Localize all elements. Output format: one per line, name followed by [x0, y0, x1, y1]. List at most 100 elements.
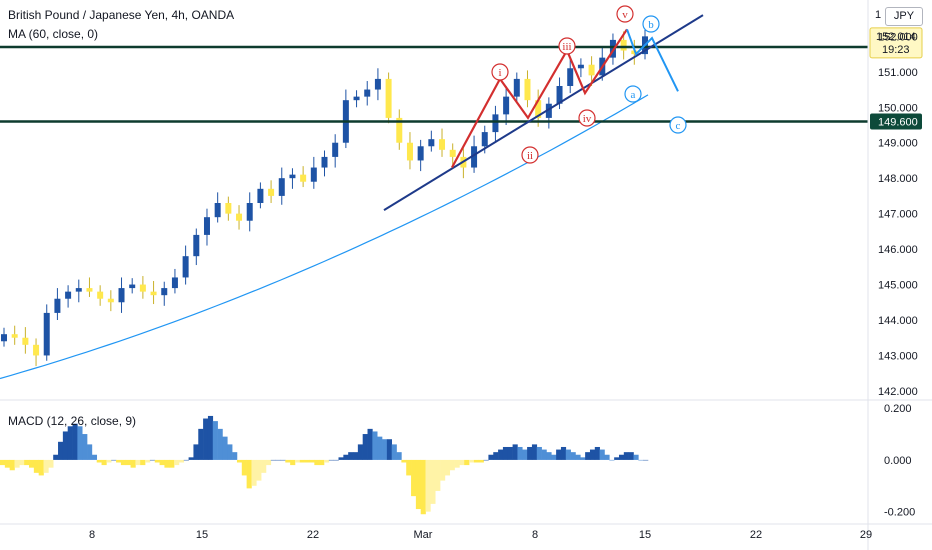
- macd-bar: [212, 421, 218, 460]
- macd-bar: [294, 459, 301, 463]
- candle-body: [22, 337, 29, 345]
- price-tick-label: 151.000: [878, 67, 918, 79]
- macd-bar: [319, 459, 325, 466]
- macd-bar: [589, 449, 596, 460]
- macd-bar: [430, 459, 436, 504]
- candle-body: [43, 312, 50, 356]
- macd-bar: [435, 459, 441, 491]
- macd-bar: [251, 459, 257, 486]
- macd-bar: [614, 457, 620, 460]
- macd-bar: [111, 459, 117, 461]
- candle-body: [385, 78, 392, 118]
- macd-bar: [145, 459, 151, 463]
- time-tick-label: 15: [639, 529, 651, 541]
- wave-label-circle: [669, 116, 687, 134]
- price-tick-label: 147.000: [878, 209, 918, 221]
- macd-bar: [261, 459, 267, 473]
- macd-bar: [401, 459, 407, 463]
- candle-body: [225, 203, 232, 214]
- ma-legend[interactable]: MA (60, close, 0): [8, 27, 99, 41]
- ma-line: [0, 94, 649, 380]
- macd-bar: [382, 439, 388, 460]
- macd-bar: [594, 446, 600, 460]
- macd-bar: [270, 459, 276, 461]
- macd-bar: [541, 449, 547, 460]
- wave-label-circle: [521, 146, 539, 164]
- macd-bar: [178, 459, 185, 463]
- macd-bar: [444, 459, 451, 476]
- macd-bar: [338, 457, 344, 460]
- candle-body: [332, 142, 339, 157]
- wave-label: c: [676, 120, 681, 132]
- macd-bar: [623, 452, 629, 460]
- candle-body: [620, 39, 627, 51]
- price-tick-label: 148.000: [878, 173, 918, 185]
- macd-bar: [324, 459, 330, 463]
- macd-bar: [203, 418, 209, 460]
- macd-bar: [512, 444, 518, 460]
- wave-label: a: [631, 89, 636, 101]
- macd-bar: [556, 449, 562, 460]
- macd-bar: [87, 444, 93, 460]
- macd-bar: [372, 431, 378, 460]
- macd-bar: [285, 459, 291, 463]
- macd-bar: [638, 459, 644, 461]
- macd-bar: [256, 459, 262, 481]
- macd-bar: [19, 459, 25, 466]
- candle-body: [54, 298, 61, 313]
- macd-bar: [464, 459, 470, 466]
- trendline-line: [383, 14, 704, 211]
- current-price-label: 152.014: [876, 31, 916, 43]
- candle-body: [545, 103, 552, 118]
- macd-bar: [628, 452, 634, 460]
- macd-bar: [609, 459, 615, 461]
- wave-label: ii: [527, 150, 533, 162]
- macd-bar: [43, 459, 49, 473]
- candle-body: [214, 203, 221, 218]
- macd-bar: [149, 459, 156, 461]
- candle-body: [353, 96, 360, 101]
- macd-legend[interactable]: MACD (12, 26, close, 9): [8, 414, 137, 428]
- wave-label-circle: [491, 63, 509, 81]
- macd-bar: [377, 436, 383, 460]
- candle-body: [246, 203, 253, 221]
- candle-body: [257, 188, 264, 203]
- macd-bar: [643, 459, 649, 461]
- macd-bar: [0, 459, 6, 466]
- wave-label: i: [498, 67, 501, 79]
- macd-bar: [314, 459, 320, 466]
- symbol-legend[interactable]: British Pound / Japanese Yen, 4h, OANDA: [8, 8, 235, 22]
- macd-bar: [469, 459, 475, 463]
- wave-label-circle: [616, 5, 634, 23]
- macd-bar: [236, 459, 243, 463]
- candle-body: [556, 86, 563, 104]
- time-tick-label: 8: [89, 529, 95, 541]
- macd-bar: [125, 459, 131, 466]
- macd-bar: [415, 459, 422, 510]
- candle-body: [588, 64, 595, 76]
- macd-bar: [333, 459, 339, 461]
- candle-body: [449, 149, 456, 157]
- macd-bar: [38, 459, 44, 476]
- moving-average: [0, 94, 649, 380]
- macd-bar: [459, 459, 465, 466]
- price-tick-label: 145.000: [878, 280, 918, 292]
- trendline[interactable]: [383, 14, 704, 211]
- currency-scale-button[interactable]: JPY: [885, 7, 923, 26]
- candle-body: [171, 277, 178, 289]
- macd-bar: [140, 459, 146, 466]
- macd-bar: [232, 452, 238, 460]
- candle-body: [107, 298, 114, 303]
- candle-body: [364, 89, 371, 97]
- macd-bar: [406, 459, 412, 476]
- macd-bar: [62, 431, 69, 460]
- macd-bar: [198, 428, 204, 460]
- time-tick-label: Mar: [414, 529, 433, 541]
- price-tick-label: 143.000: [878, 350, 918, 362]
- time-tick-label: 22: [750, 529, 762, 541]
- macd-bar: [135, 459, 141, 466]
- candle-body: [417, 146, 424, 161]
